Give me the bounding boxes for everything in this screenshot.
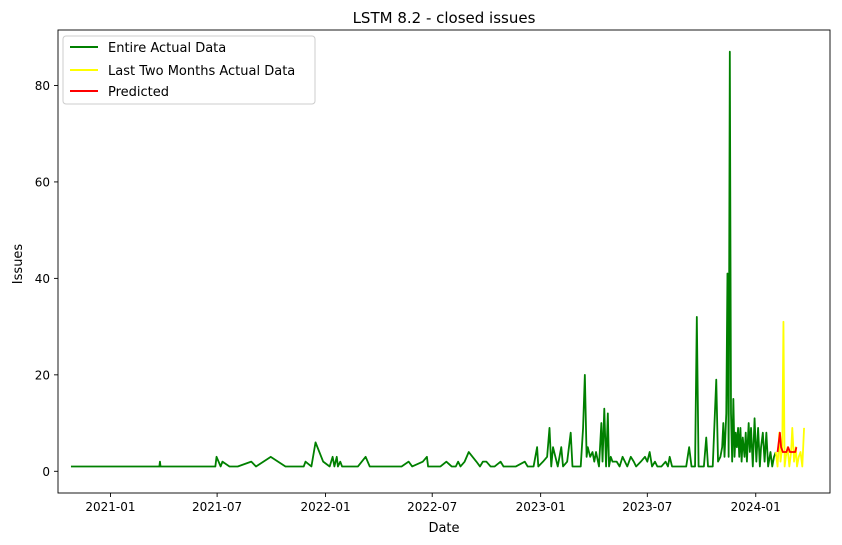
legend-box xyxy=(62,35,316,105)
legend-label-last-two-months: Last Two Months Actual Data xyxy=(108,64,295,79)
y-axis-ticks: 0 20 40 60 80 xyxy=(35,79,58,479)
legend-label-predicted: Predicted xyxy=(108,85,169,100)
plot-area-frame xyxy=(57,29,831,494)
predicted-line xyxy=(776,431,798,453)
legend: Entire Actual Data Last Two Months Actua… xyxy=(62,35,316,105)
x-tick-label: 2024-01 xyxy=(731,500,781,514)
y-tick-label: 20 xyxy=(35,368,50,382)
x-tick-label: 2023-07 xyxy=(622,500,672,514)
x-tick-label: 2021-01 xyxy=(85,500,135,514)
x-axis-label: Date xyxy=(428,521,459,536)
series-layer xyxy=(70,50,805,468)
x-tick-label: 2022-01 xyxy=(300,500,350,514)
x-axis-ticks: 2021-01 2021-07 2022-01 2022-07 2023-01 2023-… xyxy=(85,493,781,514)
x-tick-label: 2021-07 xyxy=(192,500,242,514)
y-tick-label: 0 xyxy=(42,465,50,479)
y-tick-label: 80 xyxy=(35,79,50,93)
y-axis-label: Issues xyxy=(11,244,26,285)
y-tick-label: 60 xyxy=(35,175,50,189)
x-tick-label: 2022-07 xyxy=(407,500,457,514)
last-two-months-actual-data-line xyxy=(774,320,805,468)
legend-label-entire-actual: Entire Actual Data xyxy=(108,41,226,56)
x-tick-label: 2023-01 xyxy=(516,500,566,514)
y-tick-label: 40 xyxy=(35,272,50,286)
chart-title: LSTM 8.2 - closed issues xyxy=(353,9,536,27)
entire-actual-data-line xyxy=(70,50,777,468)
